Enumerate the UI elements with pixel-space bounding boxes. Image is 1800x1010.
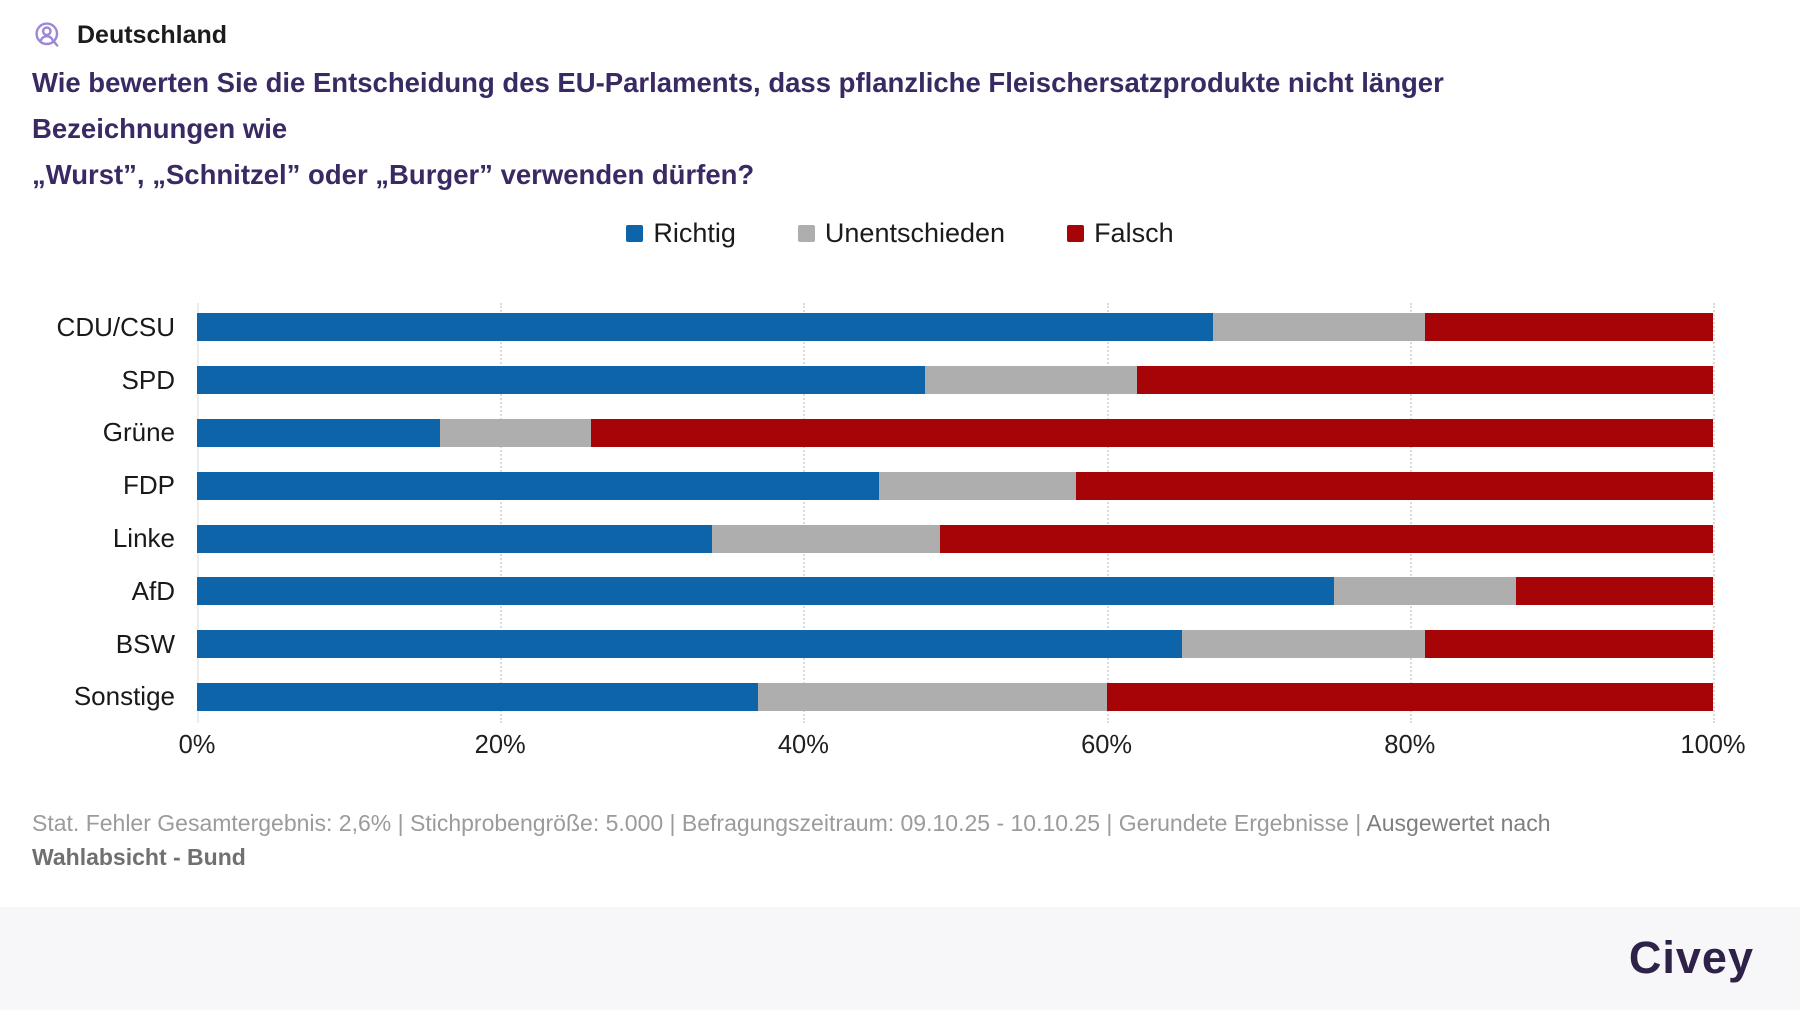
bar-segment-falsch (1106, 682, 1713, 711)
legend-label: Richtig (653, 218, 736, 248)
x-tick-label: 40% (777, 731, 829, 760)
bar-segment-richtig (197, 418, 440, 447)
footer-stats: Stat. Fehler Gesamtergebnis: 2,6% | Stic… (32, 806, 1672, 874)
bar-segment-falsch (939, 524, 1713, 553)
bar-row (197, 459, 1713, 512)
x-axis-ticks: 0% 20% 40% 60% 80% 100% (179, 731, 1746, 767)
bar-segment-richtig (197, 630, 1183, 659)
bar-segment-unentschieden (439, 418, 592, 447)
category-label: SPD (121, 364, 175, 395)
civey-logo: Civey (1628, 931, 1754, 983)
legend-swatch (797, 225, 815, 242)
bar-segment-unentschieden (712, 524, 940, 553)
header: Deutschland (32, 20, 227, 51)
category-label: FDP (123, 470, 175, 501)
legend-label: Unentschieden (824, 218, 1006, 248)
legend-item: Richtig (626, 218, 736, 249)
x-tick-label: 100% (1680, 731, 1746, 760)
bar-segment-unentschieden (924, 366, 1137, 395)
x-tick-label: 20% (474, 731, 526, 760)
category-label: CDU/CSU (56, 311, 175, 342)
bar-segment-unentschieden (757, 682, 1107, 711)
question-title: Wie bewerten Sie die Entscheidung des EU… (32, 60, 1572, 198)
bar-row (197, 407, 1713, 460)
chart-legend: Richtig Unentschieden Falsch (0, 218, 1800, 249)
legend-swatch (626, 225, 644, 242)
legend-swatch (1067, 225, 1085, 242)
bar-segment-falsch (1076, 471, 1713, 500)
bar-segment-richtig (197, 577, 1334, 606)
bar-segment-falsch (1136, 366, 1713, 395)
bar-segment-falsch (1424, 630, 1713, 659)
eval-bold: Wahlabsicht - Bund (32, 844, 246, 870)
bar-row (197, 565, 1713, 618)
category-label: BSW (115, 628, 175, 659)
bar-segment-unentschieden (1182, 630, 1425, 659)
gridline (1713, 303, 1715, 723)
bar-segment-richtig (197, 313, 1213, 342)
bottom-band: Civey (0, 907, 1800, 1010)
question-line2: „Wurst”, „Schnitzel” oder „Burger” verwe… (32, 159, 755, 190)
bar-rows (197, 301, 1713, 723)
category-label: AfD (131, 575, 175, 606)
bar-row (197, 512, 1713, 565)
category-labels: CDU/CSU SPD Grüne FDP Linke AfD BSW Sonstige (32, 301, 197, 767)
person-search-icon (32, 20, 63, 51)
bar-segment-unentschieden (1212, 313, 1425, 342)
bar-row (197, 301, 1713, 354)
bar-row (197, 354, 1713, 407)
bar-segment-richtig (197, 682, 758, 711)
legend-item: Unentschieden (797, 218, 1006, 249)
bar-row (197, 618, 1713, 671)
x-tick-label: 80% (1384, 731, 1436, 760)
stacked-bar-chart: CDU/CSU SPD Grüne FDP Linke AfD BSW Sonstige 0%… (32, 301, 1746, 767)
bar-segment-richtig (197, 471, 880, 500)
x-tick-label: 0% (178, 731, 216, 760)
plot-area: 0% 20% 40% 60% 80% 100% (179, 301, 1746, 767)
bar-segment-richtig (197, 366, 925, 395)
bar-segment-unentschieden (879, 471, 1077, 500)
bar-segment-falsch (1424, 313, 1713, 342)
stats-text: Stat. Fehler Gesamtergebnis: 2,6% | Stic… (32, 810, 1367, 836)
region-label: Deutschland (77, 21, 228, 49)
bar-segment-falsch (1515, 577, 1713, 606)
category-label: Linke (112, 523, 175, 554)
bar-segment-falsch (591, 418, 1713, 447)
bar-row (197, 671, 1713, 724)
legend-label: Falsch (1094, 218, 1174, 248)
legend-item: Falsch (1067, 218, 1174, 249)
question-line1: Wie bewerten Sie die Entscheidung des EU… (32, 67, 1444, 144)
bar-segment-unentschieden (1334, 577, 1516, 606)
category-label: Sonstige (73, 681, 175, 712)
x-tick-label: 60% (1081, 731, 1133, 760)
bar-segment-richtig (197, 524, 713, 553)
eval-prefix: Ausgewertet nach (1366, 810, 1551, 836)
category-label: Grüne (102, 417, 175, 448)
